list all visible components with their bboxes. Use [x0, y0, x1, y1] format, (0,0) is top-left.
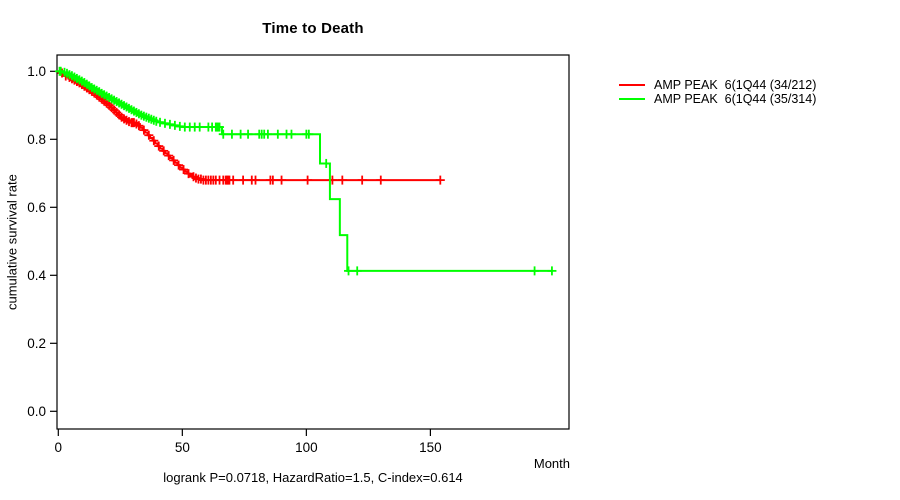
survival-curve-1 — [58, 70, 552, 272]
y-axis-label: cumulative survival rate — [4, 174, 20, 310]
legend: AMP PEAK 6(1Q44 (34/212) AMP PEAK 6(1Q44… — [619, 78, 816, 106]
y-axis-tick-label: 1.0 — [27, 64, 46, 79]
x-axis-tick-label: 50 — [175, 440, 190, 455]
legend-item: AMP PEAK 6(1Q44 (34/212) — [619, 78, 816, 92]
plot-frame — [56, 54, 570, 430]
x-axis-tick-label: 0 — [55, 440, 63, 455]
y-axis-tick-label: 0.8 — [27, 132, 46, 147]
legend-label: AMP PEAK 6(1Q44 (35/314) — [654, 92, 817, 106]
x-axis-tick-label: 150 — [419, 440, 442, 455]
y-axis-tick-label: 0.0 — [27, 404, 46, 419]
y-axis-tick-label: 0.6 — [27, 200, 46, 215]
legend-item: AMP PEAK 6(1Q44 (35/314) — [619, 92, 816, 106]
legend-label: AMP PEAK 6(1Q44 (34/212) — [654, 78, 817, 92]
x-axis-tick-label: 100 — [295, 440, 318, 455]
y-axis-tick-label: 0.2 — [27, 336, 46, 351]
y-axis-tick-label: 0.4 — [27, 268, 46, 283]
chart-footnote: logrank P=0.0718, HazardRatio=1.5, C-ind… — [163, 470, 463, 485]
chart-title: Time to Death — [262, 20, 364, 37]
legend-line-swatch — [619, 84, 645, 86]
survival-curve-0 — [58, 70, 441, 182]
x-axis-label: Month — [533, 456, 570, 471]
legend-line-swatch — [619, 98, 645, 100]
